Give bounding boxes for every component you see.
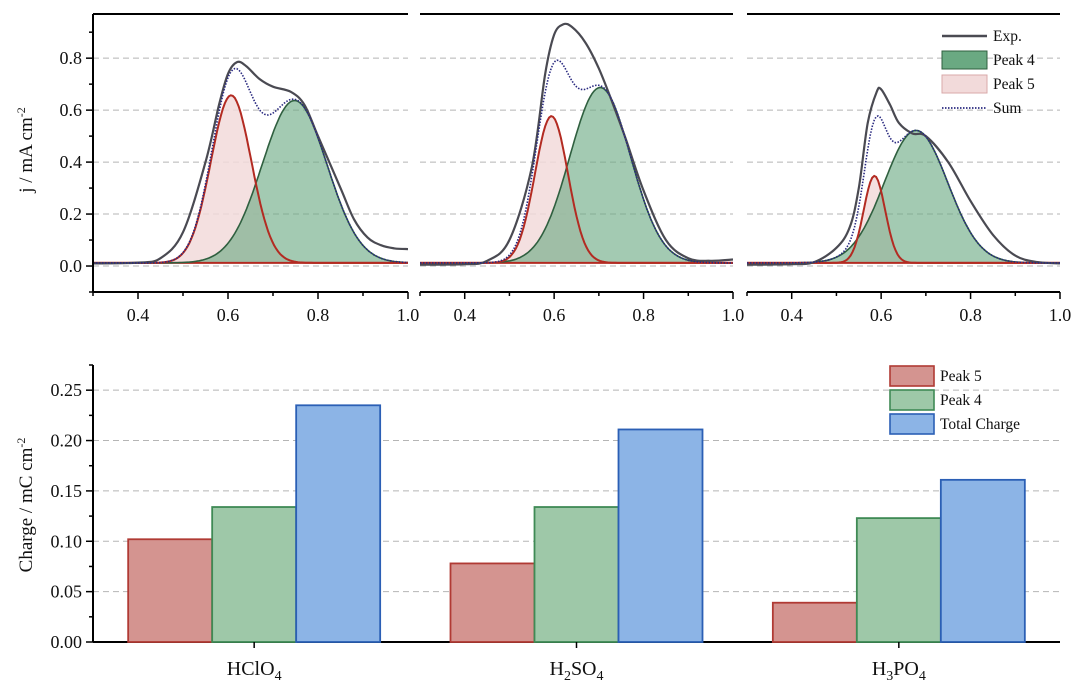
bottom-legend: Peak 5 Peak 4 Total Charge [889,365,1020,435]
x-tick-label: 0.6 [543,305,566,325]
y-tick-label: 0.25 [51,380,83,400]
bar-peak-5 [127,538,214,643]
legend-label: Total Charge [940,416,1020,433]
category-label-rest: SO [571,658,597,680]
bar-peak-4 [855,517,942,643]
legend-label: Exp. [993,28,1022,45]
charge-bar-chart: HClO4 H2SO4 H3PO40.000.050.100.150.200.25C… [14,364,1060,680]
peak5-area [93,95,408,263]
bar-peak-5 [771,601,858,643]
top-legend: Exp. Peak 4 Peak 5 Sum [941,28,1035,117]
x-tick-label: 1.0 [1049,305,1072,325]
x-tick-label: 0.4 [127,305,150,325]
y-tick-label: 0.4 [60,152,83,172]
y-tick-label: 0.05 [51,582,83,602]
category-label-main: H [872,658,886,680]
legend-item: Peak 4 [941,50,1035,70]
category-label: H2SO4 [549,658,603,680]
legend-item: Peak 5 [941,74,1035,94]
sum-curve [747,114,1060,264]
legend-label: Peak 5 [993,76,1035,93]
y-axis-label: Charge / mC cm-2 [14,438,37,573]
plot-area [747,86,1060,266]
x-tick-label: 1.0 [397,305,420,325]
y-tick-label: 0.00 [51,632,83,652]
legend-item: Total Charge [889,413,1020,435]
legend-item: Exp. [942,28,1022,45]
legend-swatch [889,389,935,411]
sum-curve [93,67,408,264]
panel-3: 0.4 0.6 0.8 1.0 [746,13,1072,325]
peak4-area [747,130,1060,263]
legend-swatch [889,365,935,387]
x-tick-label: 0.8 [632,305,655,325]
bar-total-charge [617,428,704,643]
panel-1: 0.4 0.6 0.8 1.0 [92,13,420,325]
x-tick-label: 0.8 [307,305,330,325]
legend-item: Sum [942,100,1021,117]
x-tick-label: 0.4 [780,305,803,325]
x-tick-label: 0.8 [959,305,982,325]
y-tick-label: 0.6 [60,100,83,120]
category-label: HClO4 [227,658,282,680]
x-tick-label: 1.0 [722,305,745,325]
y-tick-label: 0.2 [60,204,83,224]
y-axis-label: j / mA cm-2 [14,107,37,193]
plot-area [93,60,408,265]
category-label-main: H [227,658,241,680]
legend-swatch [941,74,988,94]
category-label: H3PO4 [872,658,926,680]
plot-area [420,22,733,266]
y-axis-label-sup: -2 [14,438,28,448]
voltammogram-panels: 0.4 0.6 0.8 1.0 0.4 0.6 0.8 1.0 0.4 0.6 0.8 1.0 [92,13,1072,325]
category-label-sub: 2 [564,669,571,680]
y-tick-label: 0.0 [60,256,83,276]
sum-curve [420,59,733,264]
legend-label: Sum [993,100,1021,117]
legend-item: Peak 5 [889,365,982,387]
peak4-area [420,87,733,263]
panel-2: 0.4 0.6 0.8 1.0 [419,13,745,325]
y-axis-label-text: Charge / mC cm [16,447,37,572]
bar-peak-5 [449,562,536,643]
category-label-rest: PO [893,658,919,680]
category-label-rest: ClO [241,658,274,680]
category-label-sub: 4 [275,669,282,680]
category-label-sub: 4 [597,669,604,680]
category-label-sub: 4 [919,669,926,680]
top-y-axis: 0.0 0.2 0.4 0.6 0.8 j / mA cm-2 [14,14,94,293]
peak4-area [93,100,408,263]
bar-peak-4 [211,506,298,643]
x-tick-label: 0.4 [453,305,476,325]
y-tick-label: 0.15 [51,481,83,501]
legend-swatch [941,50,988,70]
x-tick-label: 0.6 [870,305,893,325]
y-axis-label-sup: -2 [14,107,28,117]
exp-curve [747,86,1060,266]
legend-label: Peak 4 [940,392,982,409]
category-label-main: H [549,658,563,680]
legend-label: Peak 5 [940,368,982,385]
y-tick-label: 0.20 [51,431,83,451]
legend-swatch [889,413,935,435]
y-tick-label: 0.8 [60,48,83,68]
y-tick-label: 0.10 [51,531,83,551]
category-label-sub: 3 [886,669,893,680]
bar-peak-4 [533,506,620,643]
legend-item: Peak 4 [889,389,982,411]
exp-curve [420,22,733,266]
bar-total-charge [939,478,1026,643]
exp-curve [93,60,408,265]
bar-total-charge [295,404,382,643]
x-tick-label: 0.6 [217,305,240,325]
y-axis-label-text: j / mA cm [16,117,37,194]
legend-label: Peak 4 [993,52,1035,69]
